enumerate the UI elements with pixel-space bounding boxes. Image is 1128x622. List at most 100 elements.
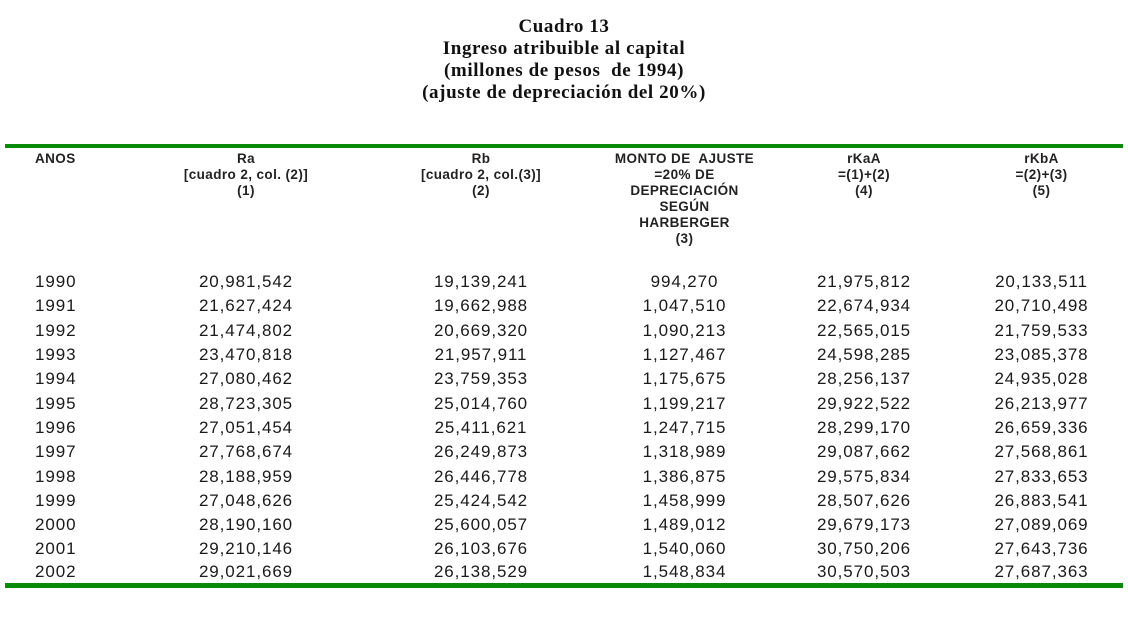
cell-rkba: 27,089,069 <box>994 515 1089 535</box>
header-rb: Rb [cuadro 2, col.(3)] (2) <box>420 151 542 198</box>
cell-monto-ajuste: 1,047,510 <box>642 296 727 316</box>
cell-rkaa: 28,299,170 <box>816 417 912 437</box>
cell-rkba: 20,710,498 <box>994 296 1089 316</box>
cell-rkba: 23,085,378 <box>994 345 1089 365</box>
cell-anos: 1998 <box>35 466 77 486</box>
cell-anos: 1997 <box>35 442 77 462</box>
cell-ra: 27,051,454 <box>198 417 294 437</box>
cell-ra: 29,210,146 <box>198 539 294 559</box>
header-rkba: rKbA =(2)+(3) (5) <box>1015 151 1068 198</box>
cell-ra: 28,190,160 <box>198 515 294 535</box>
table-body: 1990 20,981,542 19,139,241 994,270 21,975,81… <box>5 270 1123 586</box>
table-row: 1993 23,470,818 21,957,911 1,127,467 24,598,… <box>5 343 1123 367</box>
cell-ra: 27,768,674 <box>198 442 294 462</box>
table-row: 1998 28,188,959 26,446,778 1,386,875 29,575,… <box>5 464 1123 488</box>
table-row: 1991 21,627,424 19,662,988 1,047,510 22,674,… <box>5 294 1123 318</box>
cell-anos: 1993 <box>35 345 77 365</box>
cell-rkaa: 24,598,285 <box>816 345 912 365</box>
header-ra: Ra [cuadro 2, col. (2)] (1) <box>183 151 309 198</box>
cell-rb: 25,411,621 <box>434 417 528 437</box>
table-row: 1994 27,080,462 23,759,353 1,175,675 28,256,… <box>5 367 1123 391</box>
cell-anos: 1990 <box>35 272 77 292</box>
table-row: 2000 28,190,160 25,600,057 1,489,012 29,679,… <box>5 513 1123 537</box>
cell-rb: 20,669,320 <box>433 320 529 340</box>
table-header-row: ANOS Ra [cuadro 2, col. (2)] (1) Rb [cua… <box>5 146 1123 270</box>
cell-anos: 1996 <box>35 417 77 437</box>
cell-monto-ajuste: 1,090,213 <box>642 320 727 340</box>
cell-anos: 1995 <box>35 393 77 413</box>
income-attributable-to-capital-table: ANOS Ra [cuadro 2, col. (2)] (1) Rb [cua… <box>5 144 1123 589</box>
cell-rkaa: 22,674,934 <box>816 296 912 316</box>
cell-anos: 1991 <box>35 296 77 316</box>
table-row: 1992 21,474,802 20,669,320 1,090,213 22,565,… <box>5 319 1123 343</box>
cell-rkba: 27,687,363 <box>994 562 1089 582</box>
cell-rkba: 24,935,028 <box>994 369 1089 389</box>
header-monto-ajuste: MONTO DE AJUSTE =20% DE DEPRECIACIÓN SEG… <box>614 151 755 246</box>
table-title: Cuadro 13 Ingreso atribuible al capital … <box>0 0 1128 104</box>
cell-monto-ajuste: 1,199,217 <box>642 393 727 413</box>
cell-monto-ajuste: 1,127,467 <box>642 345 727 365</box>
cell-anos: 1999 <box>35 490 77 510</box>
cell-rkba: 27,643,736 <box>994 539 1089 559</box>
cell-rkaa: 29,087,662 <box>816 442 912 462</box>
cell-monto-ajuste: 1,175,675 <box>642 369 727 389</box>
cell-rkaa: 29,575,834 <box>816 466 912 486</box>
cell-rkaa: 29,679,173 <box>816 515 912 535</box>
cell-rkaa: 29,922,522 <box>816 393 912 413</box>
cell-rkba: 21,759,533 <box>994 320 1089 340</box>
cell-ra: 28,723,305 <box>198 393 294 413</box>
cell-rkaa: 22,565,015 <box>816 320 912 340</box>
table-header: ANOS Ra [cuadro 2, col. (2)] (1) Rb [cua… <box>5 146 1123 270</box>
table-row: 2001 29,210,146 26,103,676 1,540,060 30,750,… <box>5 537 1123 561</box>
cell-rkba: 26,659,336 <box>994 417 1089 437</box>
cell-anos: 2000 <box>35 515 77 535</box>
cell-ra: 27,080,462 <box>198 369 294 389</box>
cell-rkaa: 28,507,626 <box>816 490 912 510</box>
cell-ra: 23,470,818 <box>198 345 294 365</box>
header-anos: ANOS <box>35 151 76 166</box>
cell-rb: 23,759,353 <box>433 369 529 389</box>
cell-rb: 26,446,778 <box>433 466 529 486</box>
cell-monto-ajuste: 1,458,999 <box>642 490 727 510</box>
cell-rb: 21,957,911 <box>434 345 528 365</box>
cell-rkba: 26,883,541 <box>994 490 1089 510</box>
cell-rkba: 26,213,977 <box>994 393 1089 413</box>
cell-rb: 25,014,760 <box>433 393 529 413</box>
cell-monto-ajuste: 1,548,834 <box>642 562 727 582</box>
cell-monto-ajuste: 1,386,875 <box>642 466 727 486</box>
cell-monto-ajuste: 1,540,060 <box>642 539 727 559</box>
cell-rb: 26,138,529 <box>433 562 529 582</box>
cell-rkaa: 30,570,503 <box>816 562 912 582</box>
cell-monto-ajuste: 1,247,715 <box>642 417 727 437</box>
cell-anos: 1994 <box>35 369 77 389</box>
cell-monto-ajuste: 994,270 <box>650 272 719 292</box>
cell-ra: 28,188,959 <box>198 466 294 486</box>
table-row: 2002 29,021,669 26,138,529 1,548,834 30,570,… <box>5 562 1123 586</box>
cell-rkba: 27,833,653 <box>994 466 1089 486</box>
cell-monto-ajuste: 1,489,012 <box>642 515 727 535</box>
cell-anos: 2002 <box>35 562 77 582</box>
cell-rb: 26,249,873 <box>433 442 529 462</box>
cell-rkaa: 30,750,206 <box>816 539 912 559</box>
cell-rb: 25,600,057 <box>433 515 529 535</box>
cell-ra: 21,474,802 <box>198 320 294 340</box>
title-main: Ingreso atribuible al capital <box>442 38 686 59</box>
cell-rb: 19,662,988 <box>433 296 529 316</box>
cell-anos: 1992 <box>35 320 77 340</box>
table-row: 1995 28,723,305 25,014,760 1,199,217 29,922,… <box>5 391 1123 415</box>
cell-rb: 19,139,241 <box>433 272 529 292</box>
cell-ra: 27,048,626 <box>198 490 294 510</box>
cell-rb: 25,424,542 <box>433 490 529 510</box>
table-row: 1997 27,768,674 26,249,873 1,318,989 29,087,… <box>5 440 1123 464</box>
cell-anos: 2001 <box>35 539 77 559</box>
table-row: 1996 27,051,454 25,411,621 1,247,715 28,299,… <box>5 416 1123 440</box>
cell-rkaa: 28,256,137 <box>816 369 912 389</box>
cell-rkaa: 21,975,812 <box>816 272 912 292</box>
cell-monto-ajuste: 1,318,989 <box>642 442 727 462</box>
cell-rkba: 20,133,511 <box>995 272 1088 292</box>
cell-ra: 20,981,542 <box>198 272 294 292</box>
cell-ra: 29,021,669 <box>198 562 294 582</box>
cell-ra: 21,627,424 <box>198 296 294 316</box>
table-row: 1990 20,981,542 19,139,241 994,270 21,975,81… <box>5 270 1123 294</box>
